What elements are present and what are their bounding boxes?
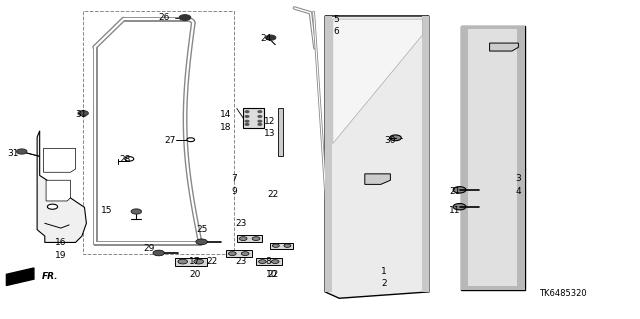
Text: 12: 12 xyxy=(264,117,275,126)
Text: 14: 14 xyxy=(220,110,232,119)
Polygon shape xyxy=(226,250,252,257)
Text: 18: 18 xyxy=(220,123,232,132)
Circle shape xyxy=(125,157,134,161)
Text: 23: 23 xyxy=(235,219,246,228)
Circle shape xyxy=(258,115,262,117)
Polygon shape xyxy=(365,174,390,184)
Text: 31: 31 xyxy=(75,110,86,119)
Circle shape xyxy=(245,111,249,113)
Circle shape xyxy=(271,260,279,263)
Circle shape xyxy=(252,237,260,241)
Circle shape xyxy=(258,120,262,122)
Circle shape xyxy=(17,149,27,154)
Polygon shape xyxy=(243,108,264,128)
Text: 24: 24 xyxy=(260,34,271,43)
Circle shape xyxy=(258,111,262,113)
Text: 31: 31 xyxy=(8,149,19,158)
Circle shape xyxy=(228,252,236,256)
Text: 2: 2 xyxy=(381,279,387,288)
Circle shape xyxy=(194,259,204,264)
Polygon shape xyxy=(461,26,525,290)
Circle shape xyxy=(47,204,58,209)
Circle shape xyxy=(187,138,195,142)
Text: 13: 13 xyxy=(264,130,275,138)
Circle shape xyxy=(453,187,466,193)
Polygon shape xyxy=(461,26,525,29)
Text: FR.: FR. xyxy=(42,272,59,281)
Text: 26: 26 xyxy=(158,13,170,22)
Text: 17: 17 xyxy=(189,257,201,266)
Polygon shape xyxy=(237,235,262,242)
Text: 19: 19 xyxy=(55,251,67,260)
Text: 29: 29 xyxy=(143,244,155,253)
Text: 28: 28 xyxy=(120,155,131,164)
Polygon shape xyxy=(37,131,86,242)
Text: 15: 15 xyxy=(100,206,112,215)
Polygon shape xyxy=(46,180,70,201)
Polygon shape xyxy=(325,16,332,292)
Text: 22: 22 xyxy=(267,190,278,199)
Circle shape xyxy=(390,135,401,141)
Text: 10: 10 xyxy=(266,270,277,279)
Circle shape xyxy=(245,115,249,117)
Text: 11: 11 xyxy=(449,206,461,215)
Text: 30: 30 xyxy=(384,136,396,145)
Polygon shape xyxy=(490,43,518,51)
Polygon shape xyxy=(461,286,525,290)
Polygon shape xyxy=(6,268,34,286)
Text: 9: 9 xyxy=(231,187,237,196)
Circle shape xyxy=(78,111,88,116)
Circle shape xyxy=(178,259,188,264)
Polygon shape xyxy=(325,16,429,298)
Text: 3: 3 xyxy=(515,174,521,183)
Polygon shape xyxy=(270,243,293,249)
Polygon shape xyxy=(256,258,282,265)
Circle shape xyxy=(266,35,276,40)
Circle shape xyxy=(284,244,291,247)
Circle shape xyxy=(259,260,266,263)
Text: TK6485320: TK6485320 xyxy=(540,289,587,298)
Text: 4: 4 xyxy=(515,187,521,196)
Text: 8: 8 xyxy=(266,257,271,266)
Circle shape xyxy=(179,15,191,20)
Text: 27: 27 xyxy=(164,136,176,145)
Text: 23: 23 xyxy=(235,257,246,266)
Polygon shape xyxy=(517,26,525,290)
Circle shape xyxy=(258,123,262,125)
Polygon shape xyxy=(461,26,468,290)
Text: 1: 1 xyxy=(381,267,387,276)
Polygon shape xyxy=(44,148,76,172)
Polygon shape xyxy=(333,19,422,144)
Circle shape xyxy=(239,237,247,241)
Text: 16: 16 xyxy=(55,238,67,247)
Text: 21: 21 xyxy=(449,187,461,196)
Text: 25: 25 xyxy=(196,225,208,234)
Text: 6: 6 xyxy=(333,27,339,36)
Text: 7: 7 xyxy=(231,174,237,183)
Polygon shape xyxy=(175,258,207,265)
Circle shape xyxy=(196,239,207,245)
Circle shape xyxy=(153,250,164,256)
Polygon shape xyxy=(278,108,283,156)
Polygon shape xyxy=(422,16,429,292)
Text: 22: 22 xyxy=(206,257,218,266)
Circle shape xyxy=(131,209,141,214)
Circle shape xyxy=(453,204,466,210)
Text: 20: 20 xyxy=(189,270,201,279)
Circle shape xyxy=(245,120,249,122)
Circle shape xyxy=(273,244,279,247)
Circle shape xyxy=(241,252,249,256)
Text: 5: 5 xyxy=(333,15,339,24)
Text: 22: 22 xyxy=(267,270,278,279)
Circle shape xyxy=(245,123,249,125)
